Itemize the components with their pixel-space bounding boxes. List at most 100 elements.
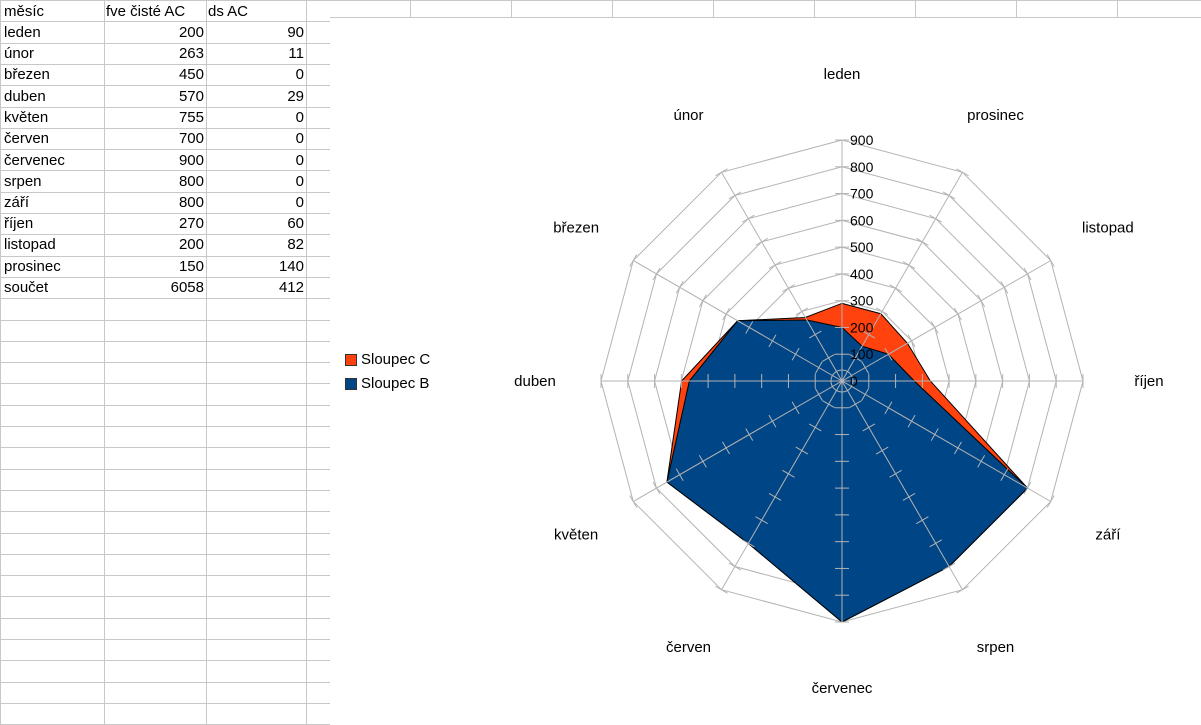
table-cell[interactable]: září (4, 194, 30, 211)
table-cell[interactable]: červen (4, 130, 50, 147)
radar-tick-mark (755, 516, 768, 525)
table-cell[interactable]: 0 (295, 152, 304, 169)
table-cell[interactable]: 6058 (170, 279, 204, 296)
radar-tick-mark (722, 441, 730, 455)
table-cell[interactable]: 0 (295, 173, 304, 190)
table-cell[interactable]: 800 (178, 173, 204, 190)
radar-category-label: únor (673, 107, 703, 124)
radar-tick-mark (954, 441, 962, 455)
table-cell[interactable]: 450 (178, 66, 204, 83)
table-cell[interactable]: 0 (295, 130, 304, 147)
radar-tick-mark (652, 267, 661, 281)
radar-tick-mark (889, 469, 902, 478)
table-cell[interactable]: srpen (4, 173, 42, 190)
table-cell[interactable]: 200 (178, 24, 204, 41)
table-cell[interactable]: listopad (4, 236, 56, 253)
radar-category-label: říjen (1134, 373, 1163, 390)
radar-tick-mark (675, 468, 684, 482)
legend-swatch (345, 378, 357, 390)
table-cell[interactable]: 412 (278, 279, 304, 296)
table-cell[interactable]: 140 (278, 258, 304, 275)
radar-tick-mark (861, 388, 870, 401)
table-cell[interactable]: říjen (4, 215, 34, 232)
table-cell[interactable]: 570 (178, 88, 204, 105)
radar-tick-mark (1023, 267, 1032, 281)
table-cell[interactable]: 60 (287, 215, 304, 232)
radar-tick-mark (929, 214, 943, 223)
table-cell[interactable]: součet (4, 279, 49, 296)
series-area-sloupec-b (666, 319, 1029, 623)
header-cell-month[interactable]: měsíc (4, 3, 45, 20)
table-cell[interactable]: duben (4, 88, 46, 105)
header-cell-ds[interactable]: ds AC (208, 3, 249, 20)
table-cell[interactable]: 29 (287, 88, 304, 105)
legend-label: Sloupec B (361, 375, 430, 392)
table-cell[interactable]: 200 (178, 236, 204, 253)
table-cell[interactable]: 700 (178, 130, 204, 147)
table-cell[interactable]: 270 (178, 215, 204, 232)
radar-tick-mark (884, 401, 893, 415)
radar-center-ring (830, 369, 854, 393)
table-cell[interactable]: 263 (178, 45, 204, 62)
table-cell[interactable]: 90 (287, 24, 304, 41)
table-cell[interactable]: únor (4, 45, 35, 62)
radar-tick-mark (722, 307, 730, 321)
radar-category-label: červen (666, 639, 711, 656)
table-cell[interactable]: 150 (178, 258, 204, 275)
radar-tick-mark (741, 539, 755, 548)
radar-tick-mark (728, 562, 742, 571)
radar-tick-label: 0 (850, 373, 858, 389)
header-cell-fve[interactable]: fve čisté AC (106, 3, 186, 20)
radar-category-label: duben (514, 373, 556, 390)
radar-tick-mark (861, 361, 870, 374)
radar-tick-mark (849, 353, 862, 362)
table-cell[interactable]: 0 (295, 194, 304, 211)
table-cell[interactable]: 11 (288, 45, 304, 62)
radar-tick-mark (715, 585, 728, 594)
table-cell[interactable]: červenec (4, 152, 65, 169)
radar-tick-mark (1000, 280, 1009, 294)
radar-tick-mark (768, 493, 782, 501)
radar-tick-mark (728, 191, 742, 200)
radar-tick-label: 400 (850, 266, 874, 282)
radar-tick-mark (902, 261, 916, 269)
radar-tick-mark (745, 428, 754, 441)
radar-tick-mark (929, 539, 943, 548)
radar-tick-mark (808, 330, 822, 339)
table-cell[interactable]: 755 (178, 109, 204, 126)
table-cell[interactable]: 82 (287, 236, 304, 253)
table-cell[interactable]: květen (4, 109, 49, 126)
radar-tick-mark (698, 455, 707, 468)
radar-tick-label: 300 (850, 293, 874, 309)
table-cell[interactable]: 800 (178, 194, 204, 211)
radar-tick-mark (862, 330, 876, 339)
radar-tick-mark (698, 294, 707, 307)
table-cell[interactable]: prosinec (4, 258, 61, 275)
radar-category-label: červenec (812, 680, 873, 697)
radar-category-label: září (1095, 527, 1121, 544)
table-cell[interactable]: březen (4, 66, 50, 83)
radar-tick-mark (741, 214, 755, 223)
radar-tick-mark (629, 254, 638, 267)
radar-tick-label: 900 (850, 132, 874, 148)
table-cell[interactable]: 0 (295, 109, 304, 126)
radar-tick-mark (902, 493, 916, 501)
radar-spoke (841, 172, 963, 382)
radar-tick-mark (916, 516, 929, 525)
radar-tick-mark (768, 334, 777, 348)
radar-tick-mark (956, 168, 969, 177)
radar-category-label: leden (824, 66, 861, 83)
radar-tick-mark (791, 347, 800, 361)
table-cell[interactable]: leden (4, 24, 41, 41)
radar-tick-mark (942, 191, 956, 200)
radar-tick-mark (956, 585, 969, 594)
table-cell[interactable]: 0 (295, 66, 304, 83)
radar-tick-mark (755, 237, 768, 246)
radar-tick-mark (629, 495, 638, 508)
legend-swatch (345, 354, 357, 366)
table-cell[interactable]: 900 (178, 152, 204, 169)
radar-spoke (721, 172, 843, 382)
legend-label: Sloupec C (361, 351, 431, 368)
